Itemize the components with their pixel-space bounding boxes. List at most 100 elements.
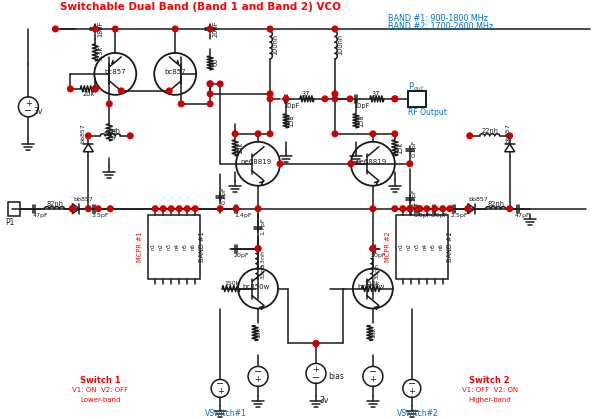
Text: n3: n3 <box>414 243 420 250</box>
Circle shape <box>176 206 182 212</box>
Text: 150k: 150k <box>224 281 240 286</box>
Circle shape <box>407 206 412 212</box>
Text: −: − <box>408 379 416 389</box>
Text: 10k: 10k <box>371 327 376 338</box>
Circle shape <box>128 133 133 139</box>
Bar <box>148 215 200 279</box>
Text: n6: n6 <box>438 243 443 250</box>
Circle shape <box>370 206 375 212</box>
Text: Switch 2: Switch 2 <box>470 376 510 385</box>
Text: bc857: bc857 <box>104 69 126 75</box>
Text: 22nh: 22nh <box>482 128 499 134</box>
Circle shape <box>207 26 213 32</box>
Text: n4: n4 <box>175 243 179 250</box>
Text: 18pF: 18pF <box>97 21 103 37</box>
Circle shape <box>400 206 406 212</box>
Bar <box>396 215 448 279</box>
Circle shape <box>184 206 190 212</box>
Text: 20pF: 20pF <box>212 21 218 37</box>
Circle shape <box>392 96 398 102</box>
Text: 1.7pF: 1.7pF <box>260 218 265 235</box>
Text: −: − <box>369 367 377 377</box>
Circle shape <box>52 26 58 32</box>
Circle shape <box>107 101 112 106</box>
Text: 47pF: 47pF <box>32 213 48 218</box>
Circle shape <box>332 96 338 102</box>
Circle shape <box>467 133 473 139</box>
Text: +: + <box>312 365 319 375</box>
Text: 37: 37 <box>372 91 380 97</box>
Text: BAND #2: BAND #2 <box>447 231 453 262</box>
Text: n2: n2 <box>406 243 411 250</box>
Text: 43k: 43k <box>111 127 117 139</box>
Text: +: + <box>254 375 262 384</box>
Circle shape <box>392 96 398 102</box>
Text: VSwitch#1: VSwitch#1 <box>205 409 247 418</box>
Circle shape <box>92 86 98 92</box>
Circle shape <box>370 246 375 251</box>
Text: 2.5pF: 2.5pF <box>451 213 468 218</box>
Text: 10pF: 10pF <box>353 103 370 109</box>
Circle shape <box>169 206 174 212</box>
Text: 33nh: 33nh <box>260 263 265 279</box>
Text: 15k: 15k <box>397 142 403 154</box>
Text: 20pF: 20pF <box>233 253 249 258</box>
Text: 20k: 20k <box>82 91 95 97</box>
Circle shape <box>313 341 319 346</box>
Circle shape <box>207 81 213 87</box>
Text: n6: n6 <box>191 243 195 250</box>
Text: bb857: bb857 <box>80 123 85 142</box>
Text: 158: 158 <box>358 114 364 127</box>
Circle shape <box>172 26 178 32</box>
Circle shape <box>417 206 423 212</box>
Circle shape <box>207 91 213 97</box>
Circle shape <box>113 26 118 32</box>
Circle shape <box>332 91 338 97</box>
Text: 82nh: 82nh <box>46 201 63 207</box>
Text: bb857: bb857 <box>468 197 489 202</box>
Circle shape <box>416 206 421 212</box>
Circle shape <box>507 133 513 139</box>
Circle shape <box>332 131 338 137</box>
Circle shape <box>255 246 261 251</box>
Text: −: − <box>216 379 224 389</box>
Text: 60: 60 <box>212 58 218 66</box>
Circle shape <box>447 206 452 212</box>
Text: n1: n1 <box>151 243 156 250</box>
Text: 20pF: 20pF <box>371 253 386 258</box>
Text: VSwitch#2: VSwitch#2 <box>397 409 439 418</box>
Text: V1: OFF  V2: ON: V1: OFF V2: ON <box>462 388 518 393</box>
Circle shape <box>348 161 353 166</box>
Text: +: + <box>370 375 376 384</box>
Circle shape <box>424 206 430 212</box>
Text: BAND #1: 900-1800 MHz: BAND #1: 900-1800 MHz <box>388 15 488 23</box>
Circle shape <box>153 206 158 212</box>
Circle shape <box>267 131 273 137</box>
Circle shape <box>267 91 273 97</box>
Text: bb857: bb857 <box>505 123 511 142</box>
Text: 100nh: 100nh <box>272 34 278 55</box>
Text: 33nh: 33nh <box>375 263 380 279</box>
Text: P1: P1 <box>5 218 15 227</box>
Text: Switch 1: Switch 1 <box>80 376 120 385</box>
Text: Lower-band: Lower-band <box>80 397 120 403</box>
Text: 3.3nh: 3.3nh <box>260 250 265 268</box>
Text: BAND #2: 1700-2600 MHz: BAND #2: 1700-2600 MHz <box>388 23 493 31</box>
Circle shape <box>255 131 261 137</box>
Circle shape <box>507 206 513 212</box>
Circle shape <box>313 341 319 346</box>
Text: 3v: 3v <box>319 396 328 405</box>
Circle shape <box>277 161 283 166</box>
Text: MCPR #2: MCPR #2 <box>385 231 391 262</box>
Circle shape <box>107 206 113 212</box>
Circle shape <box>267 26 273 32</box>
Circle shape <box>67 86 73 92</box>
Text: 1.2pF: 1.2pF <box>412 189 417 207</box>
Circle shape <box>207 81 213 87</box>
Circle shape <box>166 88 172 94</box>
Text: n5: n5 <box>183 243 188 250</box>
Circle shape <box>232 131 238 137</box>
Circle shape <box>218 81 223 87</box>
Text: 15k: 15k <box>237 142 243 154</box>
Text: 0.2pF: 0.2pF <box>222 187 227 204</box>
